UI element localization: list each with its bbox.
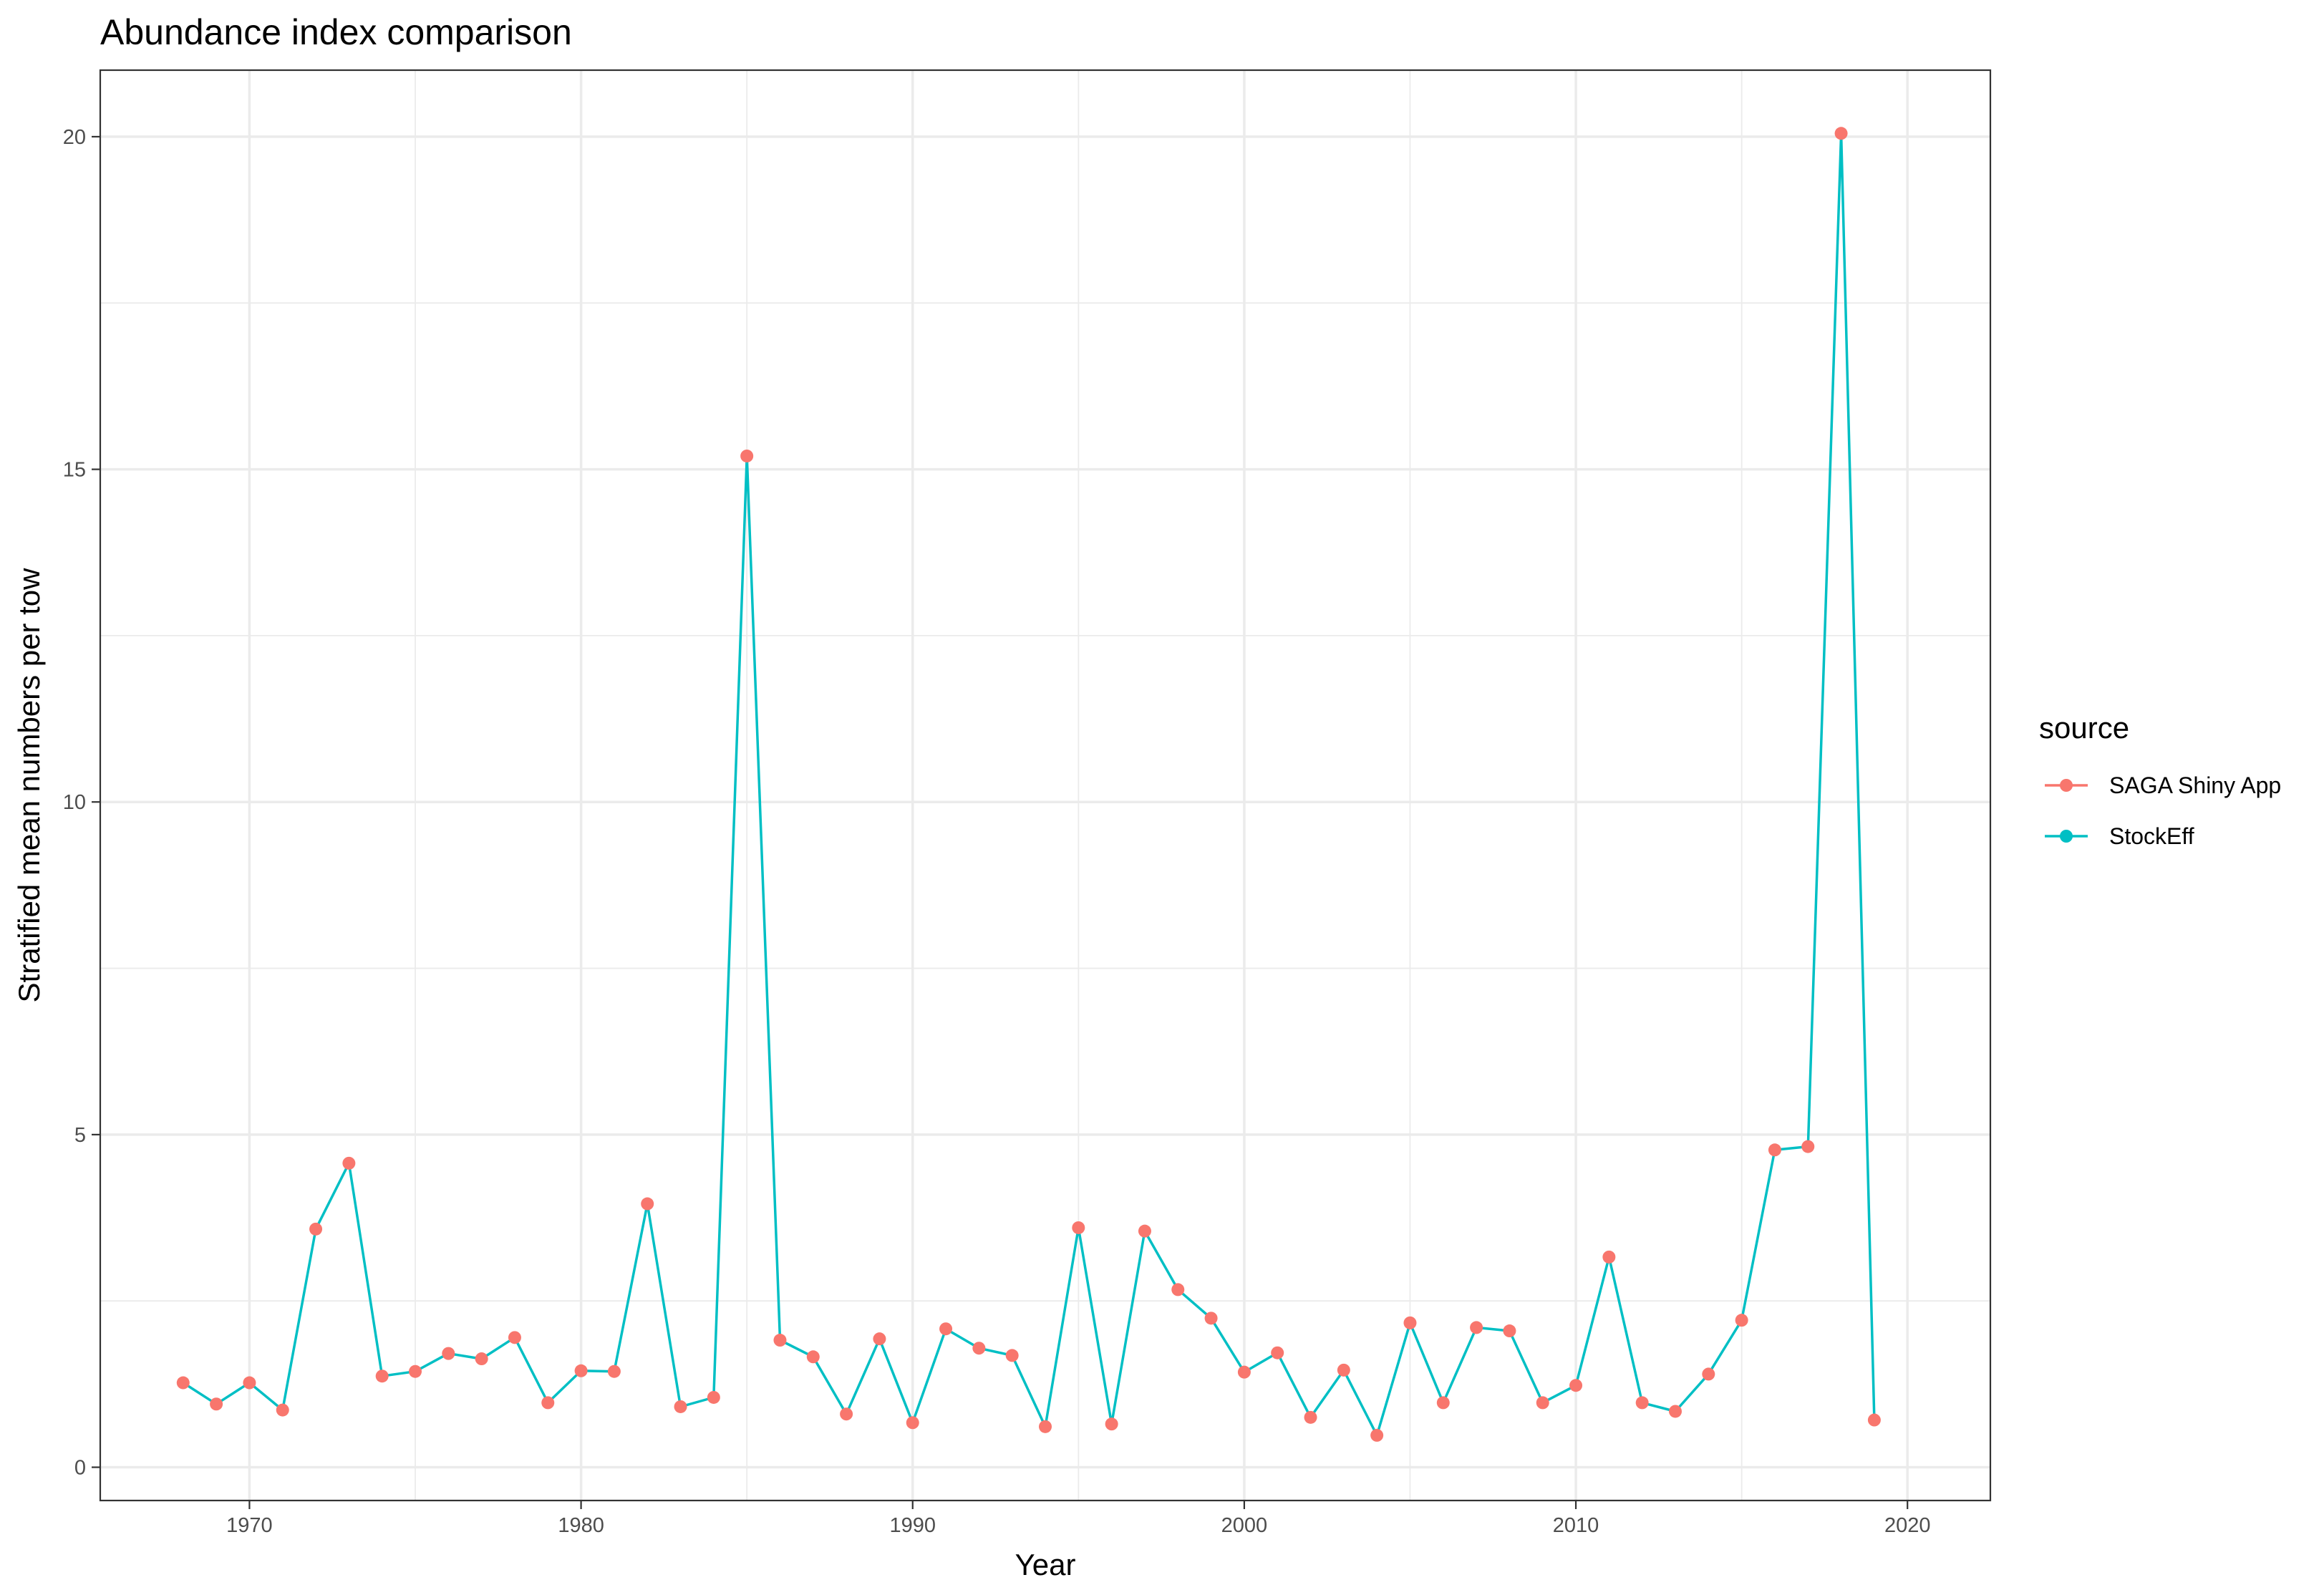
legend: source SAGA Shiny App StockEff: [2039, 711, 2281, 849]
data-point-saga: [1039, 1420, 1052, 1433]
data-point-saga: [1204, 1312, 1218, 1325]
data-point-saga: [1436, 1396, 1450, 1410]
x-tick-label: 1970: [226, 1514, 273, 1537]
data-point-saga: [508, 1331, 521, 1344]
data-point-saga: [1569, 1379, 1583, 1392]
x-tick-label: 2000: [1221, 1514, 1268, 1537]
plot-area: [99, 69, 1992, 1502]
data-point-saga: [1403, 1316, 1417, 1329]
data-point-saga: [409, 1364, 422, 1378]
data-point-saga: [840, 1407, 853, 1421]
legend-key-saga-point: [2060, 779, 2073, 792]
plot-background: [100, 70, 1990, 1501]
data-point-saga: [309, 1222, 323, 1236]
data-point-saga: [1801, 1140, 1815, 1153]
data-point-saga: [243, 1376, 256, 1390]
data-point-saga: [1635, 1396, 1649, 1410]
legend-entry-stockeff: StockEff: [2045, 823, 2194, 849]
data-point-saga: [641, 1197, 654, 1211]
x-tick-label: 1990: [889, 1514, 936, 1537]
x-tick-label: 1980: [558, 1514, 604, 1537]
x-tick-label: 2020: [1884, 1514, 1931, 1537]
data-point-saga: [740, 449, 754, 462]
data-point-saga: [674, 1400, 687, 1413]
data-point-saga: [607, 1364, 621, 1378]
data-point-saga: [1669, 1405, 1682, 1418]
data-point-saga: [1072, 1221, 1085, 1234]
chart-title: Abundance index comparison: [100, 12, 572, 52]
data-point-saga: [1370, 1428, 1384, 1442]
series-points: [176, 127, 1881, 1442]
data-point-saga: [1005, 1349, 1019, 1362]
data-point-saga: [1768, 1143, 1781, 1157]
data-point-saga: [475, 1352, 488, 1366]
data-point-saga: [906, 1416, 919, 1430]
legend-label-saga: SAGA Shiny App: [2109, 772, 2281, 798]
series-lines: [182, 132, 1876, 1437]
grid-minor: [100, 70, 1990, 1501]
plot-border: [99, 69, 1992, 1502]
data-point-saga: [773, 1334, 787, 1347]
grid-major: [100, 70, 1990, 1501]
y-tick-label: 0: [74, 1457, 86, 1480]
data-point-saga: [1271, 1346, 1284, 1359]
data-point-saga: [806, 1350, 820, 1364]
data-point-saga: [1536, 1396, 1549, 1410]
legend-key-stockeff-point: [2060, 830, 2073, 843]
data-point-saga: [1138, 1224, 1151, 1238]
legend-entry-saga: SAGA Shiny App: [2045, 772, 2281, 798]
legend-title: source: [2039, 711, 2129, 745]
data-point-saga: [276, 1403, 289, 1417]
data-point-saga: [1867, 1413, 1881, 1427]
legend-label-stockeff: StockEff: [2109, 823, 2194, 849]
data-point-saga: [1105, 1417, 1118, 1431]
data-point-saga: [1171, 1283, 1185, 1296]
data-point-saga: [342, 1156, 356, 1170]
y-tick-label: 5: [74, 1124, 86, 1147]
data-point-saga: [210, 1397, 223, 1411]
x-tick-label: 2010: [1553, 1514, 1599, 1537]
data-point-saga: [707, 1390, 720, 1404]
y-axis: 0 5 10 15 20: [63, 126, 100, 1480]
data-point-saga: [1337, 1363, 1350, 1377]
data-point-saga: [939, 1322, 953, 1336]
data-point-saga: [1834, 127, 1848, 140]
series-line-stockeff: [182, 132, 1876, 1437]
data-point-saga: [1470, 1321, 1483, 1334]
y-axis-title: Stratified mean numbers per tow: [12, 568, 46, 1003]
data-point-saga: [541, 1396, 555, 1410]
data-point-saga: [1503, 1324, 1516, 1338]
x-axis-title: Year: [1015, 1548, 1076, 1581]
y-tick-label: 10: [63, 791, 86, 814]
y-tick-label: 15: [63, 459, 86, 482]
x-axis: 1970 1980 1990 2000 2010 2020: [226, 1501, 1930, 1537]
data-point-saga: [873, 1332, 886, 1346]
data-point-saga: [1735, 1314, 1748, 1327]
data-point-saga: [574, 1364, 588, 1377]
data-point-saga: [375, 1370, 389, 1383]
data-point-saga: [1237, 1365, 1251, 1379]
data-point-saga: [442, 1347, 455, 1360]
data-point-saga: [176, 1376, 190, 1390]
data-point-saga: [1602, 1250, 1616, 1264]
data-point-saga: [972, 1342, 986, 1355]
y-tick-label: 20: [63, 126, 86, 149]
data-point-saga: [1702, 1367, 1715, 1381]
data-point-saga: [1304, 1410, 1317, 1424]
